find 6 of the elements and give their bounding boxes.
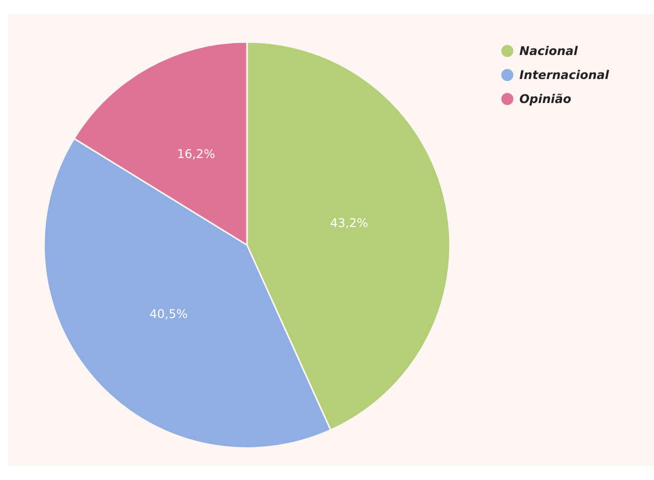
legend-label: Opinião	[519, 92, 572, 106]
data-label: 16,2%	[176, 146, 216, 161]
legend-label: Nacional	[519, 44, 579, 58]
data-label: 43,2%	[330, 216, 368, 230]
legend-label: Internacional	[519, 68, 610, 82]
data-label: 40,5%	[149, 307, 188, 322]
